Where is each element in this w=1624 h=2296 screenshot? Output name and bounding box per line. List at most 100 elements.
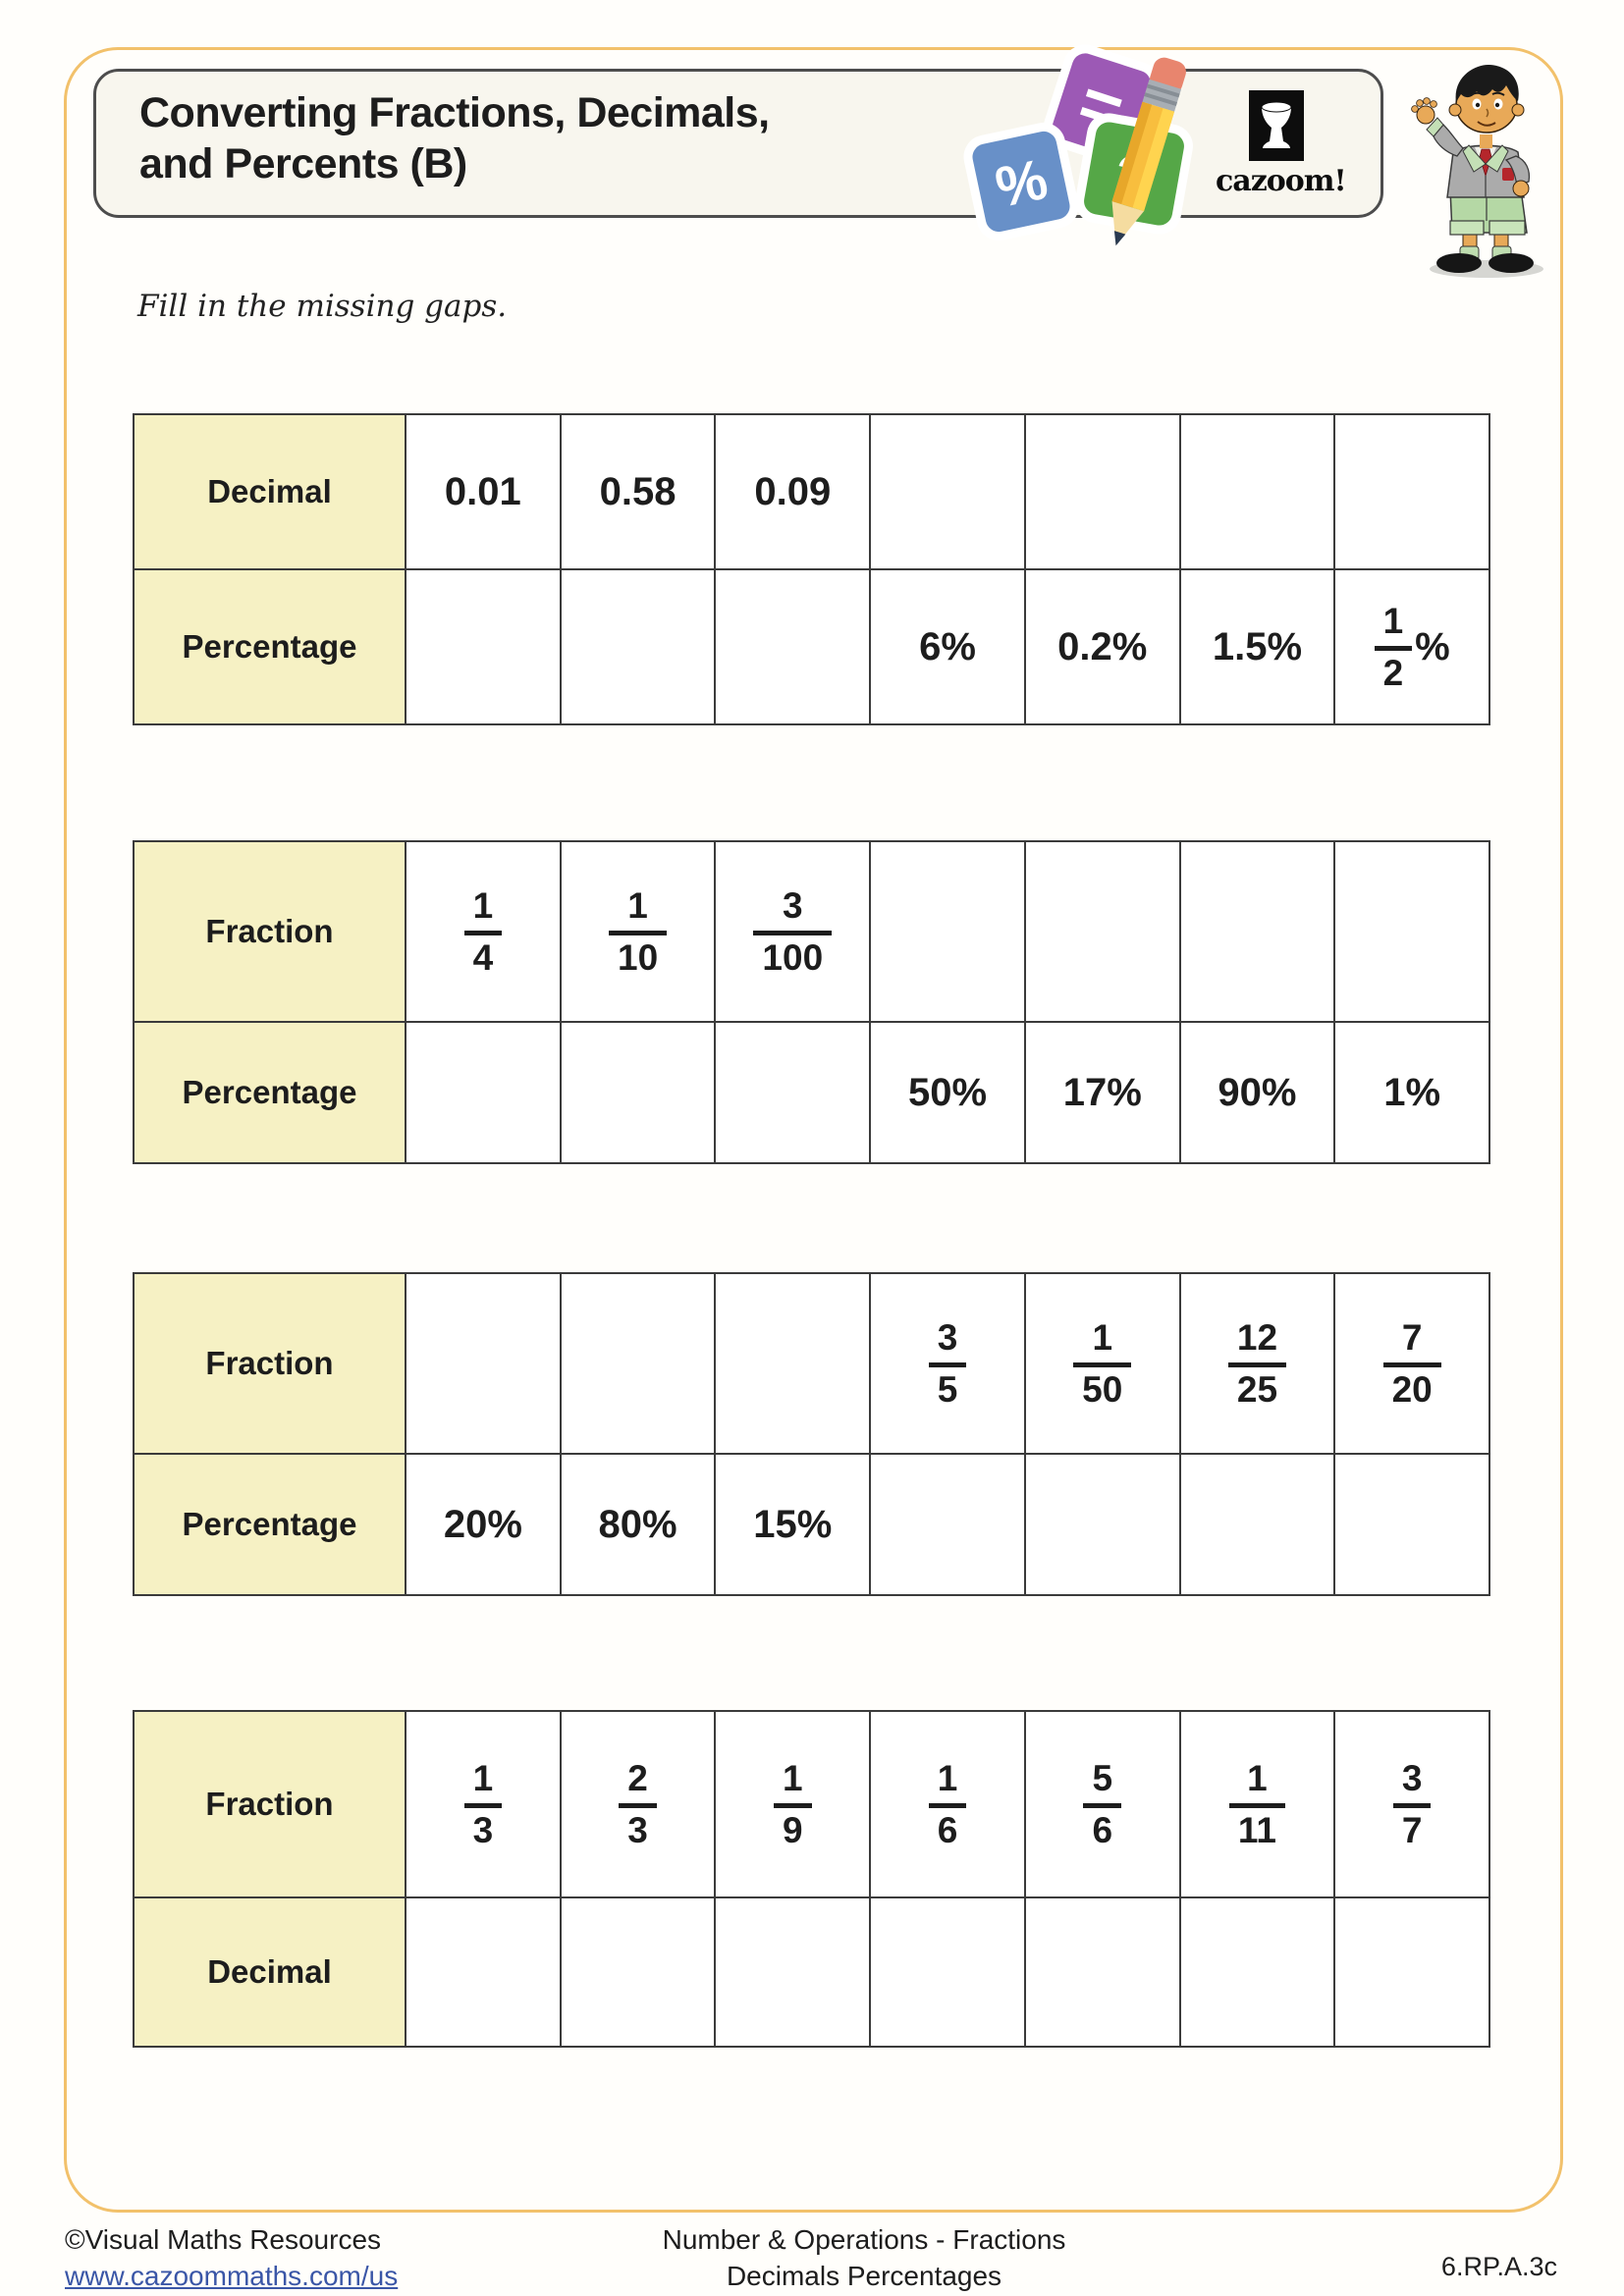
- fraction-denominator: 6: [1092, 1810, 1113, 1850]
- table-row: Decimal 0.01 0.58 0.09: [135, 415, 1489, 568]
- website-link[interactable]: www.cazoommaths.com/us: [65, 2260, 399, 2291]
- value-cell: 0.09: [714, 415, 869, 568]
- fraction-numerator: 1: [1073, 1317, 1132, 1367]
- fraction-denominator: 25: [1236, 1369, 1278, 1410]
- instruction-text: Fill in the missing gaps.: [137, 289, 508, 324]
- table-row: Fraction 1 3 2 3 1 9 1 6 5 6 1 11 3 7: [135, 1712, 1489, 1896]
- empty-answer-cell: [869, 1455, 1024, 1594]
- fraction: 7 20: [1382, 1317, 1441, 1410]
- table-row: Decimal: [135, 1896, 1489, 2046]
- value-cell: 0.58: [559, 415, 715, 568]
- empty-answer-cell: [714, 1898, 869, 2046]
- copyright-text: ©Visual Maths Resources: [65, 2224, 382, 2255]
- fraction-denominator: 7: [1401, 1810, 1423, 1850]
- empty-answer-cell: [1333, 1455, 1489, 1594]
- row-label: Decimal: [135, 415, 406, 568]
- fraction-denominator: 6: [937, 1810, 958, 1850]
- value-cell: 50%: [869, 1023, 1024, 1162]
- student-character-illustration: [1411, 64, 1543, 278]
- empty-answer-cell: [1178, 1898, 1334, 2046]
- empty-answer-cell: [406, 1898, 560, 2046]
- cazoom-logo: cazoom!: [1216, 90, 1347, 198]
- fraction-numerator: 1: [1374, 601, 1413, 651]
- fraction-numerator: 1: [1228, 1758, 1286, 1808]
- empty-answer-cell: [869, 1898, 1024, 2046]
- value-cell: 20%: [443, 1502, 522, 1546]
- value-cell: 17%: [1023, 1023, 1179, 1162]
- empty-answer-cell: [1178, 1455, 1334, 1594]
- value-cell: 1%: [1333, 1023, 1489, 1162]
- fraction-numerator: 2: [619, 1758, 657, 1808]
- empty-answer-cell: [714, 1023, 869, 1162]
- row-label: Percentage: [135, 570, 406, 723]
- empty-answer-cell: [1333, 415, 1489, 568]
- table-row: Percentage 6% 0.2% 1.5% 1 2%: [135, 568, 1489, 723]
- cazoom-logo-text: cazoom!: [1216, 164, 1347, 198]
- conversion-table-fraction-percentage-2: Fraction 3 5 1 50 12 25 7 20 Percentage 20% 80% 15%: [133, 1272, 1490, 1596]
- fraction-denominator: 3: [472, 1810, 494, 1850]
- value-cell: 80%: [559, 1455, 715, 1594]
- fraction-numerator: 1: [774, 1758, 812, 1808]
- fraction-cell: 1 10: [559, 842, 715, 1021]
- footer-topic-block: Number & Operations - Fractions Decimals…: [550, 2222, 1178, 2295]
- fraction: 1 50: [1073, 1317, 1132, 1410]
- fraction-numerator: 12: [1227, 1317, 1287, 1367]
- pencil-icon: [1111, 57, 1186, 246]
- page-title-line2: and Percents (B): [139, 140, 467, 188]
- topic-line2: Decimals Percentages: [726, 2260, 1002, 2291]
- empty-answer-cell: [1333, 842, 1489, 1021]
- fraction-numerator: 1: [463, 885, 503, 935]
- fraction-numerator: 7: [1382, 1317, 1441, 1367]
- empty-answer-cell: [869, 415, 1024, 568]
- fraction: 1 11: [1228, 1758, 1286, 1850]
- fraction-cell: 3 100: [714, 842, 869, 1021]
- fraction-cell: 12 25: [1178, 1274, 1334, 1453]
- page-accent-frame: [64, 47, 1563, 2213]
- table-row: Fraction 1 4 1 10 3 100: [135, 842, 1489, 1021]
- cazoom-drum-icon: [1249, 90, 1304, 161]
- fraction-cell: 1 11: [1178, 1712, 1334, 1896]
- empty-answer-cell: [869, 842, 1024, 1021]
- empty-answer-cell: [714, 570, 869, 723]
- fraction-cell: 1 2%: [1333, 570, 1489, 723]
- fraction-denominator: 4: [472, 937, 494, 978]
- fraction-denominator: 100: [762, 937, 824, 978]
- topic-line1: Number & Operations - Fractions: [662, 2224, 1066, 2255]
- value-cell: 90%: [1178, 1023, 1334, 1162]
- fraction-denominator: 20: [1391, 1369, 1433, 1410]
- empty-answer-cell: [1023, 842, 1179, 1021]
- fraction-numerator: 1: [463, 1758, 503, 1808]
- fraction-denominator: 9: [783, 1810, 803, 1850]
- conversion-table-fraction-percentage-1: Fraction 1 4 1 10 3 100 Percentage 50% 17% 90% 1%: [133, 840, 1490, 1164]
- value-cell: 6%: [869, 570, 1024, 723]
- fraction-cell: 1 50: [1023, 1274, 1179, 1453]
- empty-answer-cell: [559, 570, 715, 723]
- table-row: Percentage 20% 80% 15%: [135, 1453, 1489, 1594]
- conversion-table-fraction-decimal: Fraction 1 3 2 3 1 9 1 6 5 6 1 11 3 7 Decimal: [133, 1710, 1490, 2048]
- empty-answer-cell: [1023, 415, 1179, 568]
- fraction-numerator: 1: [609, 885, 668, 935]
- empty-answer-cell: [406, 1274, 560, 1453]
- row-label: Decimal: [135, 1898, 406, 2046]
- table-row: Percentage 50% 17% 90% 1%: [135, 1021, 1489, 1162]
- row-label: Fraction: [135, 1712, 406, 1896]
- empty-answer-cell: [406, 570, 560, 723]
- row-label: Percentage: [135, 1023, 406, 1162]
- fraction-numerator: 3: [1392, 1758, 1432, 1808]
- empty-answer-cell: [1178, 415, 1334, 568]
- empty-answer-cell: [714, 1274, 869, 1453]
- empty-answer-cell: [559, 1023, 715, 1162]
- row-label: Fraction: [135, 842, 406, 1021]
